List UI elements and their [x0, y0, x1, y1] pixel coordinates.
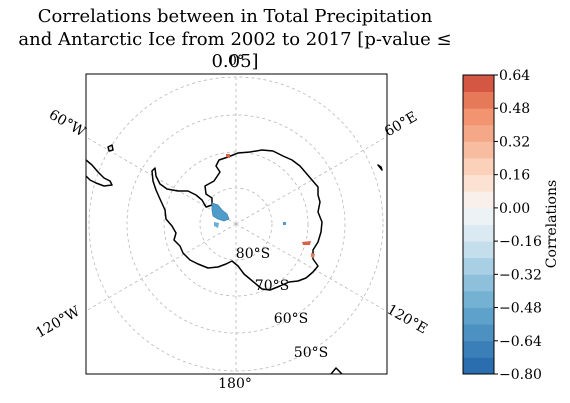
meridian-120e: [235, 223, 387, 312]
correlation-clusters: [211, 154, 315, 258]
colorbar-frame: [462, 74, 495, 375]
colorbar-bin: [463, 307, 494, 325]
graticule: [86, 74, 387, 374]
map-panel: [85, 73, 388, 375]
colorbar-tick-label: −0.32: [499, 267, 542, 283]
colorbar-bin: [463, 91, 494, 109]
colorbar-bin: [463, 174, 494, 192]
positive-cluster-coast: [311, 253, 315, 258]
new-zealand-fragment: [377, 164, 383, 171]
meridian-label-60w: 60°W: [46, 107, 88, 141]
colorbar-tick-label: 0.32: [499, 134, 530, 150]
meridian-label-180: 180°: [218, 376, 252, 392]
colorbar-label: Correlations: [544, 180, 560, 268]
colorbar-bin: [463, 324, 494, 342]
colorbar-tick-label: 0.64: [499, 68, 530, 84]
parallel-label-80s: 80°S: [236, 246, 270, 262]
colorbar-bin: [463, 274, 494, 292]
south-america-coastline: [86, 159, 113, 187]
chart-title-line-2: and Antarctic Ice from 2002 to 2017 [p-v…: [18, 29, 452, 72]
negative-cluster-small: [214, 222, 219, 228]
colorbar-tick-label: −0.64: [499, 334, 542, 350]
antarctica-coastline: [151, 149, 323, 291]
colorbar-tick-label: −0.80: [499, 367, 542, 383]
colorbar-tick-label: −0.48: [499, 301, 542, 317]
colorbar-bin: [463, 257, 494, 275]
meridian-60e: [235, 136, 387, 225]
colorbar-bin: [463, 340, 494, 358]
chart-title-line-1: Correlations between in Total Precipitat…: [37, 6, 433, 27]
colorbar-bin: [463, 207, 494, 225]
meridian-label-0: 0°: [228, 53, 244, 69]
meridian-60w: [86, 136, 237, 225]
colorbar-bin: [463, 141, 494, 159]
parallel-label-60s: 60°S: [274, 311, 308, 327]
colorbar-tick-label: 0.16: [499, 168, 530, 184]
meridian-label-60e: 60°E: [382, 109, 420, 140]
meridian-label-120e: 120°E: [384, 302, 430, 338]
colorbar-bin: [463, 75, 494, 93]
colorbar-bin: [463, 108, 494, 126]
colorbar-bin: [463, 290, 494, 308]
parallel-label-70s: 70°S: [255, 278, 289, 294]
colorbar-bin: [463, 191, 494, 209]
colorbar-tick-label: 0.00: [499, 201, 530, 217]
colorbar-bin: [463, 241, 494, 259]
falkland-islands: [107, 144, 114, 152]
colorbar-tick-label: 0.48: [499, 101, 530, 117]
positive-cluster-wilkes: [302, 241, 311, 245]
colorbar-tick-label: −0.16: [499, 234, 542, 250]
colorbar-bin: [463, 357, 494, 375]
southern-coast-fragment: [330, 367, 343, 374]
map-frame: [85, 73, 388, 375]
colorbar-bin: [463, 124, 494, 142]
coastlines: [86, 144, 383, 374]
meridian-label-120w: 120°W: [33, 303, 83, 341]
colorbar-bin: [463, 224, 494, 242]
parallel-60s: [126, 114, 346, 334]
negative-cluster-east: [283, 222, 286, 225]
positive-cluster-north: [226, 154, 230, 158]
colorbar-bin: [463, 158, 494, 176]
colorbar: 0.64 0.48 0.32 0.16 0.00 −0.16 −0.32 −0.48 −0.64…: [462, 68, 542, 383]
negative-cluster-west-antarctica: [211, 202, 230, 222]
parallel-label-50s: 50°S: [294, 345, 328, 361]
meridian-120w: [86, 223, 237, 312]
